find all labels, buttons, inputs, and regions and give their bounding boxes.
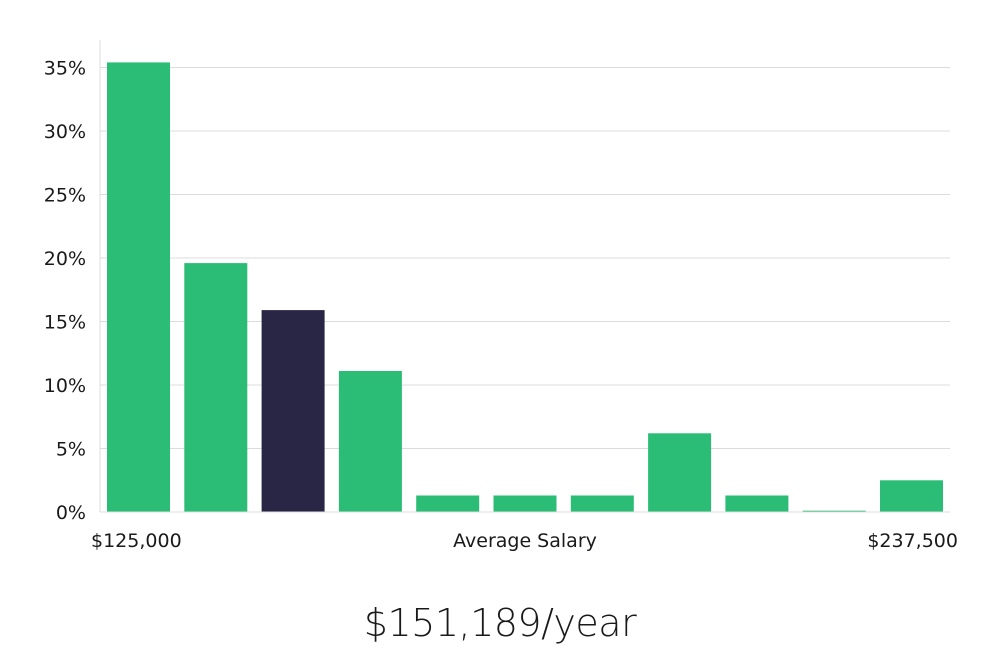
histogram-bar [416, 495, 480, 512]
histogram-bar [802, 510, 866, 512]
y-axis-ticks: 0% 5% 10% 15% 20% 25% 30% 35% [44, 58, 86, 525]
x-axis-title: Average Salary [453, 530, 597, 552]
y-tick-label: 0% [56, 502, 86, 524]
y-tick-label: 20% [44, 248, 86, 270]
histogram-bar [107, 62, 170, 513]
y-tick-label: 15% [44, 312, 86, 334]
x-min-label: $125,000 [91, 530, 182, 552]
histogram-bar [648, 433, 712, 512]
y-tick-label: 25% [44, 185, 86, 207]
histogram-bar [570, 495, 634, 512]
x-max-label: $237,500 [867, 530, 958, 552]
highlighted-bar [261, 310, 325, 512]
bars [107, 62, 943, 513]
y-tick-label: 30% [44, 121, 86, 143]
salary-histogram: 0% 5% 10% 15% 20% 25% 30% 35% $125,000 Average … [44, 40, 958, 552]
y-tick-label: 10% [44, 375, 86, 397]
y-tick-label: 35% [44, 58, 86, 80]
histogram-bar [338, 371, 402, 512]
histogram-bar [725, 495, 789, 512]
histogram-bar [184, 263, 248, 512]
histogram-bar [880, 480, 943, 513]
histogram-bar [493, 495, 557, 512]
average-salary-headline: $151,189/year [363, 601, 637, 645]
y-tick-label: 5% [56, 439, 86, 461]
